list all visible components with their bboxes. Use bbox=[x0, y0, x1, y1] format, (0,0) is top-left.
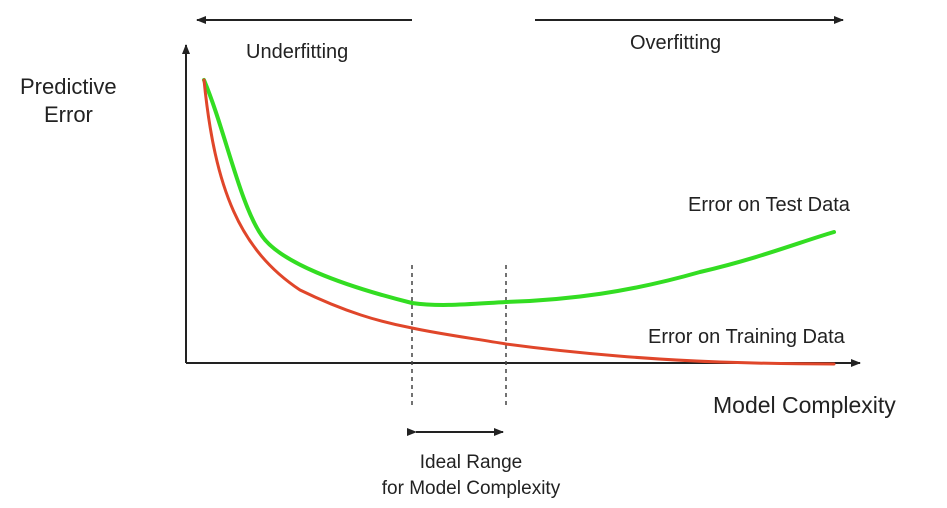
training-error-curve bbox=[202, 78, 836, 366]
overfitting-label: Overfitting bbox=[630, 32, 721, 54]
ideal-range-label-line1: Ideal Range bbox=[420, 452, 522, 473]
ideal-range-label-line2: for Model Complexity bbox=[382, 478, 561, 499]
test-error-curve bbox=[202, 78, 836, 307]
training-curve-label: Error on Training Data bbox=[648, 326, 846, 348]
underfitting-label: Underfitting bbox=[246, 41, 348, 63]
test-curve-label: Error on Test Data bbox=[688, 194, 851, 216]
y-axis-label-line2: Error bbox=[44, 102, 93, 127]
y-axis-label-line1: Predictive bbox=[20, 74, 117, 99]
x-axis-label: Model Complexity bbox=[713, 392, 896, 418]
